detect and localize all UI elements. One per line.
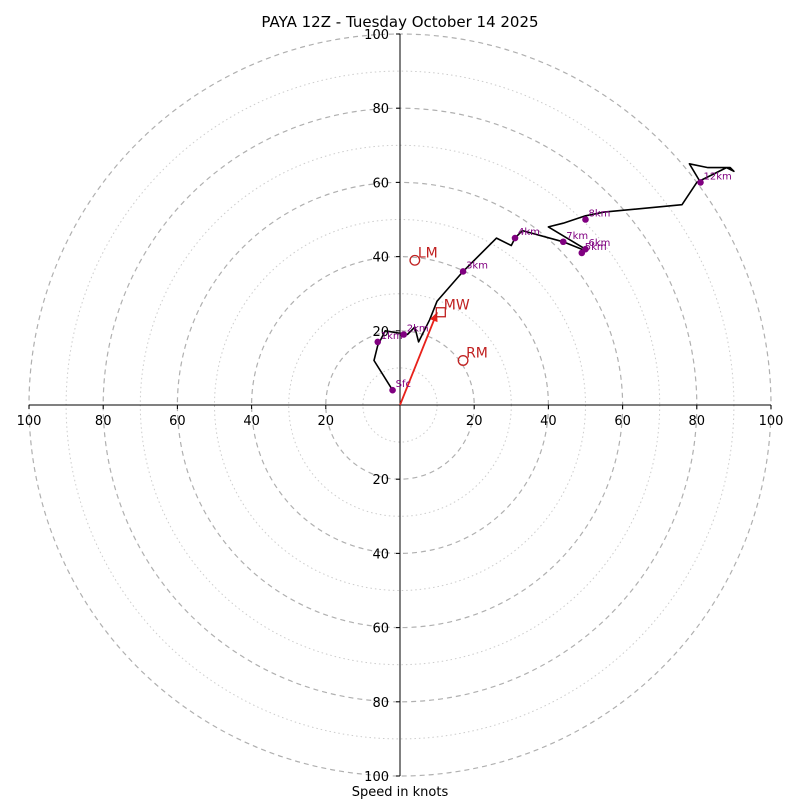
y-tick-label: 80	[372, 102, 389, 117]
x-tick-label: 80	[689, 414, 706, 429]
x-tick-label: 100	[17, 414, 42, 429]
motion-label-lm: LM	[418, 245, 438, 261]
x-axis-label: Speed in knots	[352, 785, 449, 800]
height-label-4km: 4km	[518, 227, 540, 238]
height-marker-3km	[459, 268, 467, 275]
height-marker-2km	[400, 331, 408, 338]
chart-title: PAYA 12Z - Tuesday October 14 2025	[261, 13, 538, 31]
height-label-1km: 1km	[381, 331, 403, 342]
motion-marker-lm	[409, 254, 421, 266]
y-tick-label: 40	[372, 547, 389, 562]
height-marker-sfc	[389, 386, 396, 394]
mean-wind-arrowhead	[430, 312, 438, 323]
x-tick-label: 60	[614, 414, 631, 429]
hodograph-trace-layer	[373, 163, 735, 391]
height-label-6km: 6km	[589, 238, 611, 249]
height-marker-1km	[374, 338, 382, 346]
height-marker-7km	[559, 238, 567, 246]
mean-wind-vector-line	[399, 311, 438, 406]
height-label-3km: 3km	[466, 260, 488, 271]
height-label-7km: 7km	[566, 231, 588, 242]
y-tick-label: 40	[372, 251, 389, 266]
height-label-2km: 2km	[407, 324, 429, 335]
axis-ticks: 100 80 60 40 20 20 40 60 80 100 20 40 60 80 100 20 40 60 8…	[17, 28, 784, 785]
y-tick-label: 60	[372, 176, 389, 191]
y-tick-label: 100	[364, 28, 389, 43]
height-label-8km: 8km	[589, 209, 611, 220]
mean-wind-vector-layer	[399, 311, 438, 406]
height-marker-8km	[582, 216, 589, 223]
height-marker-6km	[582, 245, 589, 253]
height-label-5km: 5km	[585, 242, 607, 253]
x-tick-label: 80	[95, 414, 112, 429]
y-tick-label: 100	[364, 770, 389, 785]
height-marker-4km	[511, 234, 519, 242]
y-tick-label: 80	[372, 696, 389, 711]
x-tick-label: 20	[466, 414, 483, 429]
motion-label-mw: MW	[444, 297, 470, 313]
height-marker-12km	[697, 179, 704, 186]
height-label-12km: 12km	[704, 171, 732, 182]
hodograph-trace	[373, 163, 735, 391]
y-tick-label: 20	[372, 473, 389, 488]
x-tick-label: 40	[540, 414, 557, 429]
motion-label-rm: RM	[466, 345, 488, 361]
y-tick-label: 60	[372, 622, 389, 637]
x-tick-label: 20	[318, 414, 335, 429]
x-tick-label: 40	[243, 414, 260, 429]
x-tick-label: 100	[759, 414, 784, 429]
motion-marker-mw	[435, 307, 446, 318]
storm-motion-markers: LM MW RM	[409, 245, 488, 366]
x-tick-label: 60	[169, 414, 186, 429]
y-tick-label: 20	[372, 325, 389, 340]
motion-marker-rm	[457, 355, 469, 366]
height-label-sfc: Sfc	[396, 379, 411, 390]
